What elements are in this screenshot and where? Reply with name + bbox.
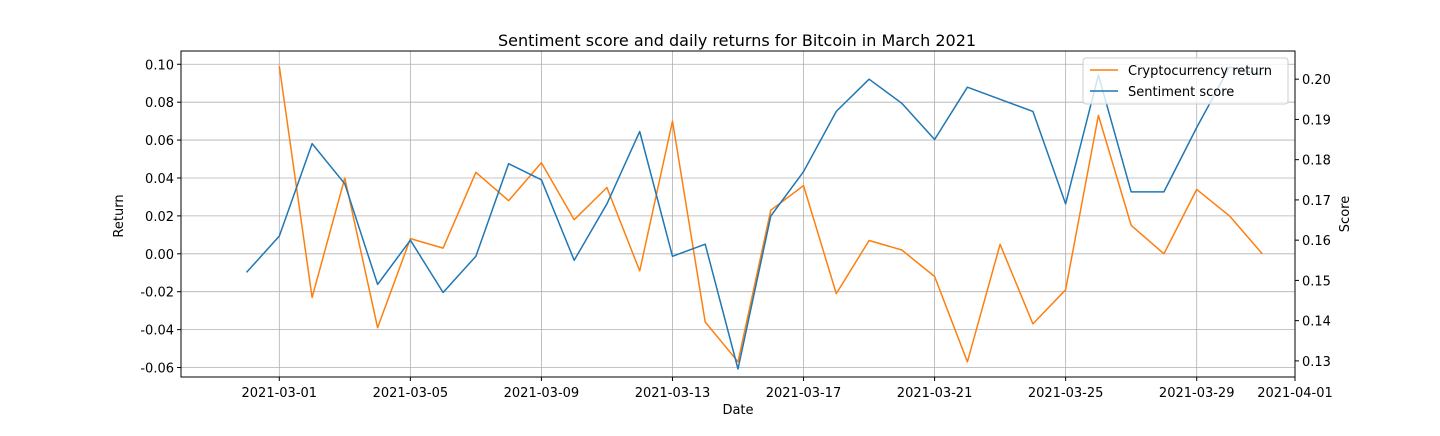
chart-title: Sentiment score and daily returns for Bi… bbox=[498, 31, 976, 50]
y-tick-label: 0.06 bbox=[145, 134, 174, 149]
y-tick-label: 0.02 bbox=[145, 210, 174, 225]
y2-tick-label: 0.19 bbox=[1302, 113, 1331, 128]
y2-tick-label: 0.13 bbox=[1302, 355, 1331, 370]
y-axis-ticks: -0.06 -0.04 -0.02 0.00 0.02 0.04 0.06 0.08 0.10 bbox=[140, 58, 181, 377]
y2-axis-label: Score bbox=[1338, 196, 1353, 232]
y2-tick-label: 0.18 bbox=[1302, 154, 1331, 169]
y-tick-label: -0.06 bbox=[140, 362, 174, 377]
y2-tick-label: 0.15 bbox=[1302, 274, 1331, 289]
y2-tick-label: 0.17 bbox=[1302, 194, 1331, 209]
legend-label-sentiment: Sentiment score bbox=[1128, 85, 1234, 100]
x-tick-label: 2021-03-13 bbox=[635, 386, 711, 401]
x-axis-ticks: 2021-03-01 2021-03-05 2021-03-09 2021-03-13… bbox=[242, 377, 1333, 401]
legend: Cryptocurrency return Sentiment score bbox=[1082, 57, 1289, 105]
y-axis-label: Return bbox=[112, 194, 127, 237]
series-line-cryptocurrency-return bbox=[278, 66, 1263, 363]
plot-frame bbox=[180, 50, 1296, 378]
legend-label-return: Cryptocurrency return bbox=[1128, 64, 1272, 79]
x-tick-label: 2021-03-05 bbox=[373, 386, 449, 401]
y-tick-label: 0.00 bbox=[145, 248, 174, 263]
y2-tick-label: 0.16 bbox=[1302, 234, 1331, 249]
y-tick-label: 0.10 bbox=[145, 58, 174, 73]
y2-tick-label: 0.14 bbox=[1302, 315, 1331, 330]
y-tick-label: 0.04 bbox=[145, 172, 174, 187]
y-tick-label: 0.08 bbox=[145, 96, 174, 111]
y-tick-label: -0.02 bbox=[140, 286, 174, 301]
y2-axis-ticks: 0.13 0.14 0.15 0.16 0.17 0.18 0.19 0.20 bbox=[1295, 73, 1331, 370]
x-tick-label: 2021-03-09 bbox=[504, 386, 580, 401]
grid bbox=[181, 51, 1296, 377]
x-tick-label: 2021-04-01 bbox=[1257, 386, 1333, 401]
series-line-sentiment-score bbox=[245, 66, 1263, 370]
x-axis-label: Date bbox=[722, 403, 753, 418]
x-tick-label: 2021-03-21 bbox=[897, 386, 973, 401]
y-tick-label: -0.04 bbox=[140, 324, 174, 339]
x-tick-label: 2021-03-01 bbox=[242, 386, 318, 401]
y2-tick-label: 0.20 bbox=[1302, 73, 1331, 88]
x-tick-label: 2021-03-17 bbox=[766, 386, 842, 401]
x-tick-label: 2021-03-25 bbox=[1028, 386, 1104, 401]
series-layer bbox=[245, 66, 1263, 370]
x-tick-label: 2021-03-29 bbox=[1159, 386, 1235, 401]
legend-box bbox=[1082, 57, 1289, 105]
